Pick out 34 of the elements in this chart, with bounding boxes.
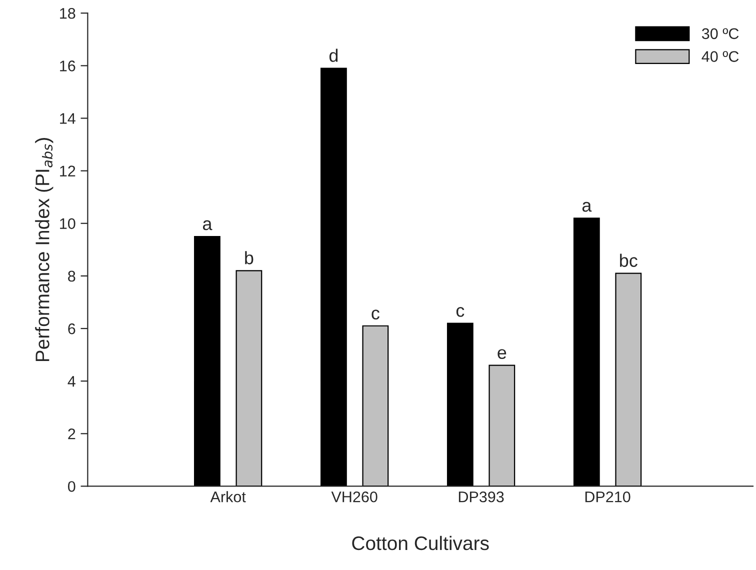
x-tick-label: DP393: [458, 491, 504, 502]
bar: [320, 68, 347, 486]
y-tick-label: 8: [68, 270, 76, 282]
data-label: a: [202, 220, 212, 230]
x-tick-label: VH260: [331, 491, 378, 502]
data-label: e: [498, 349, 506, 359]
y-tick-label: 0: [68, 481, 76, 492]
bar: [615, 272, 642, 486]
bar: [488, 364, 516, 486]
bar: [573, 218, 600, 486]
legend-label: 30 ºC: [702, 28, 739, 40]
bar: [362, 325, 389, 486]
y-tick-label: 16: [60, 60, 76, 72]
bar: [194, 236, 220, 486]
y-tick-label: 4: [68, 376, 76, 387]
data-label: bc: [620, 254, 638, 267]
x-tick-label: DP210: [585, 491, 630, 502]
data-label: b: [245, 251, 254, 264]
y-tick-label: 14: [60, 113, 76, 124]
y-axis-title: Performance Index (PI$_{abs}$): [35, 138, 54, 362]
y-tick-label: 10: [60, 218, 76, 230]
data-label: c: [372, 310, 380, 320]
y-tick-label: 6: [68, 323, 76, 334]
data-label: d: [329, 48, 338, 62]
data-label: c: [456, 307, 464, 317]
y-tick-label: 2: [68, 428, 76, 440]
y-tick-label: 12: [60, 166, 76, 176]
x-tick-label: Arkot: [210, 491, 246, 502]
bar: [236, 270, 262, 486]
x-axis-title: Cotton Cultivars: [352, 536, 489, 550]
legend-label: 40 ºC: [702, 51, 739, 62]
data-label: a: [582, 202, 592, 212]
bar: [446, 322, 474, 486]
y-tick-label: 18: [60, 8, 76, 19]
